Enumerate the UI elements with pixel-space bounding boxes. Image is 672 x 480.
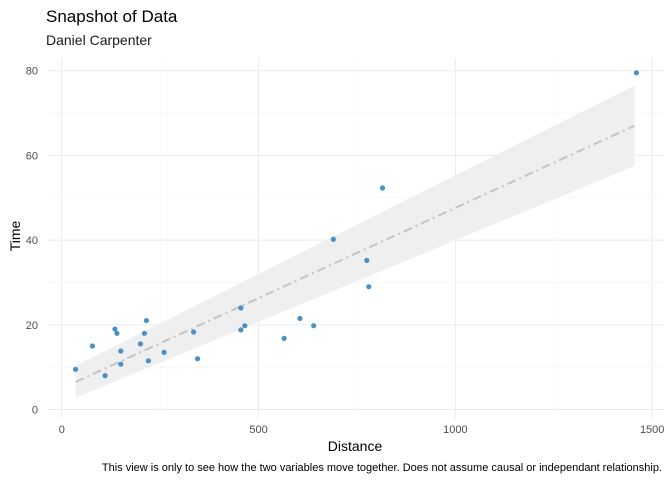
data-point [379,185,386,191]
x-tick-label: 0 [59,424,65,436]
data-point [118,348,124,354]
data-point [297,315,303,322]
data-point [366,284,372,290]
data-point [145,358,151,364]
chart-title: Snapshot of Data [46,7,178,26]
data-point [242,323,248,329]
data-point [141,330,148,336]
data-point [281,335,287,341]
y-tick-label: 40 [26,235,38,247]
data-point [137,341,144,347]
data-point [89,343,96,349]
y-axis-tick-labels: 0 20 40 60 80 [26,66,38,417]
confidence-band-layer [75,85,635,398]
data-point [633,70,640,76]
trend-line-layer [75,124,635,383]
chart-subtitle: Daniel Carpenter [46,32,152,48]
x-tick-label: 1000 [443,424,467,436]
data-point [238,327,244,333]
y-tick-label: 80 [26,66,38,78]
data-point [364,257,370,264]
data-point [114,330,120,336]
trend-line [75,124,635,383]
x-axis-title: Distance [328,438,383,454]
x-axis-tick-labels: 0 500 1000 1500 [59,424,665,436]
x-tick-label: 500 [249,424,267,436]
data-point [143,317,150,324]
data-point [118,361,124,367]
y-tick-label: 20 [26,320,38,332]
minor-gridlines [48,58,664,418]
data-point [330,236,336,242]
data-point [112,326,118,332]
data-point [72,366,79,372]
data-point [191,329,197,335]
data-point [311,323,317,329]
x-tick-label: 1500 [640,424,664,436]
chart-caption: This view is only to see how the two var… [102,462,662,474]
data-point [194,356,201,362]
y-axis-title: Time [7,220,23,251]
data-point [102,373,108,379]
data-points [72,70,640,379]
y-tick-label: 60 [26,150,38,162]
y-tick-label: 0 [32,405,38,417]
data-point [161,349,167,355]
data-point [238,305,244,311]
confidence-band [75,85,635,398]
